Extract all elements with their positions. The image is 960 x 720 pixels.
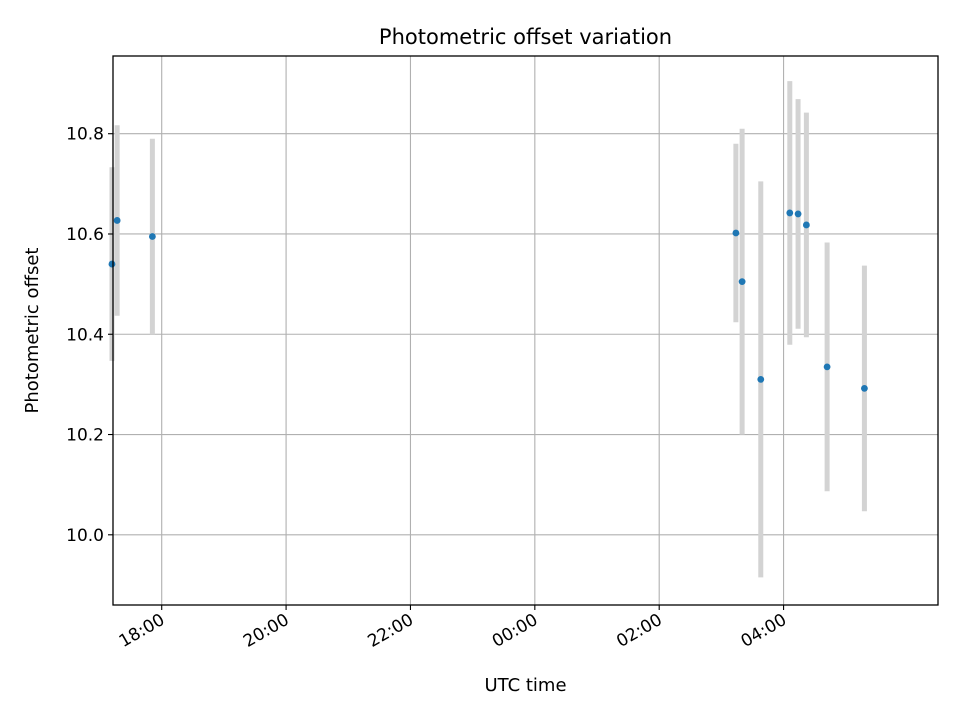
chart-title: Photometric offset variation <box>379 25 672 49</box>
data-point <box>148 233 156 240</box>
data-point <box>786 209 794 217</box>
data-point <box>738 278 746 286</box>
data-point <box>113 217 121 224</box>
data-point <box>861 385 868 392</box>
data-point <box>794 210 802 218</box>
y-axis-label: Photometric offset <box>22 248 43 414</box>
y-tick-label: 10.6 <box>66 225 104 245</box>
data-point <box>732 229 740 237</box>
x-axis-label: UTC time <box>484 675 566 696</box>
data-point <box>757 375 765 383</box>
data-point <box>802 221 810 229</box>
data-points <box>108 209 868 392</box>
grid-lines <box>113 56 938 605</box>
plot-frame <box>112 55 939 606</box>
y-tick-label: 10.8 <box>66 125 104 145</box>
y-tick-label: 10.2 <box>66 426 104 446</box>
data-point <box>823 363 831 371</box>
y-tick-label: 10.4 <box>66 325 104 345</box>
data-point <box>108 260 116 268</box>
y-tick-label: 10.0 <box>66 526 104 546</box>
